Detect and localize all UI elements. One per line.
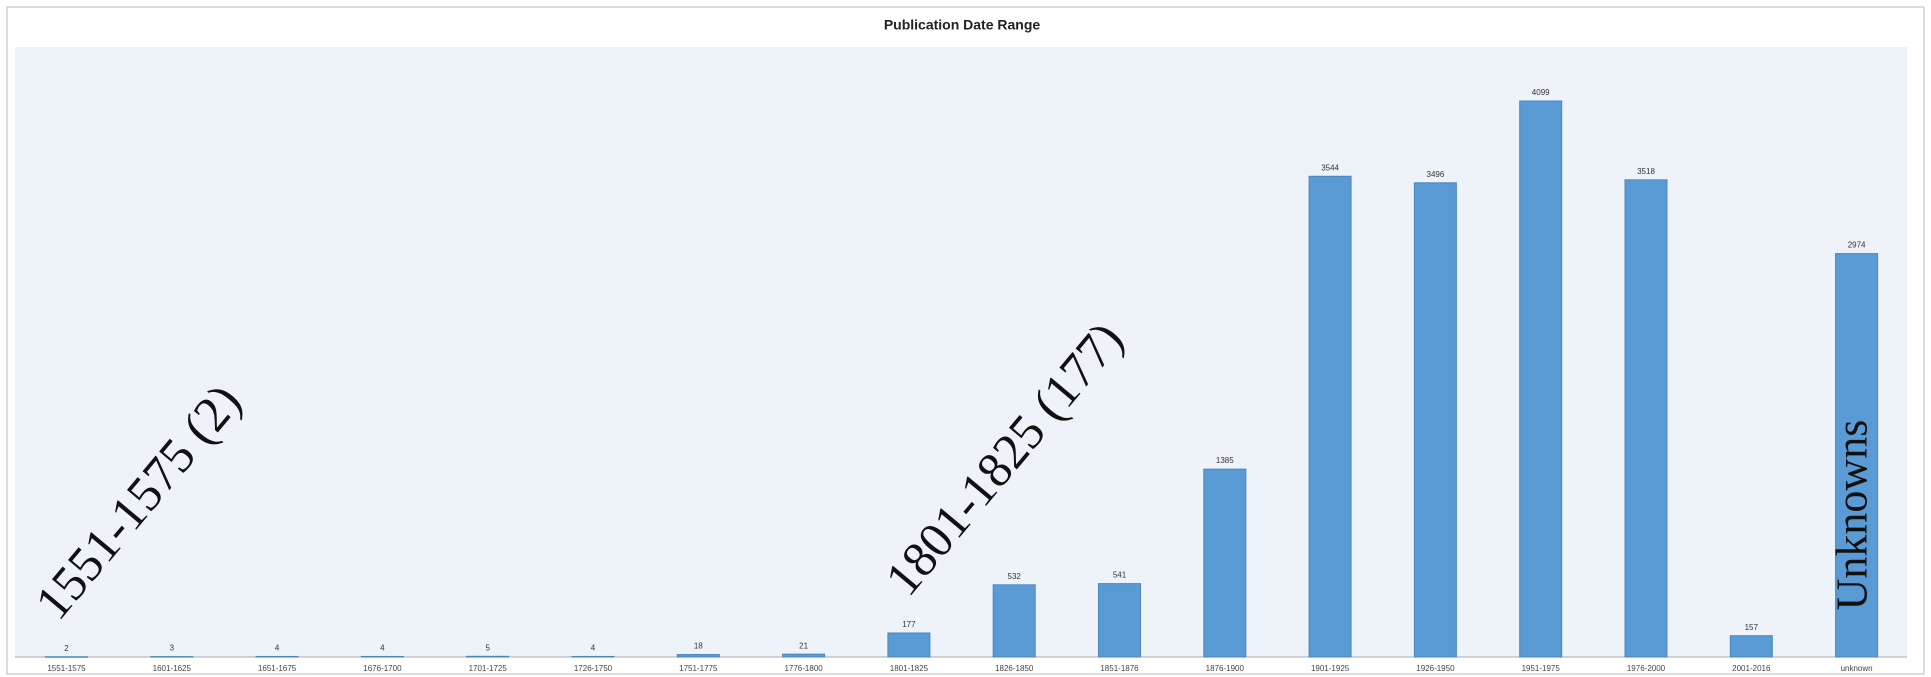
x-tick-label: 1726-1750 (574, 664, 613, 673)
x-tick-label: 1551-1575 (47, 664, 86, 673)
data-label: 3544 (1321, 163, 1339, 172)
x-tick-label: 1826-1850 (995, 664, 1034, 673)
data-label: 3496 (1427, 170, 1445, 179)
x-tick-label: 1676-1700 (363, 664, 402, 673)
bar (1835, 253, 1879, 658)
x-tick-label: 1776-1800 (784, 664, 823, 673)
annotation: Unknowns (1828, 420, 1877, 611)
x-tick-label: unknown (1841, 664, 1873, 673)
bar (360, 655, 404, 658)
data-label: 21 (799, 641, 808, 650)
bar (255, 655, 299, 658)
x-tick-label: 1651-1675 (258, 664, 297, 673)
bar (887, 632, 931, 658)
bar (676, 654, 720, 658)
x-tick-label: 1901-1925 (1311, 664, 1350, 673)
bar (150, 656, 194, 658)
bar (1098, 583, 1141, 658)
bar (571, 655, 615, 658)
x-tick-label: 1876-1900 (1206, 664, 1245, 673)
plot-area (15, 47, 1907, 657)
bar (1519, 100, 1563, 658)
data-label: 3518 (1637, 167, 1655, 176)
bar (466, 655, 510, 658)
x-tick-label: 1851-1876 (1100, 664, 1139, 673)
data-label: 2974 (1848, 241, 1866, 250)
data-label: 2 (64, 644, 69, 653)
data-label: 4 (275, 644, 280, 653)
x-tick-label: 1801-1825 (890, 664, 929, 673)
bar (1729, 635, 1773, 658)
data-label: 532 (1008, 572, 1022, 581)
bar (1413, 182, 1457, 658)
data-label: 157 (1745, 623, 1759, 632)
x-tick-label: 1926-1950 (1416, 664, 1455, 673)
x-tick-label: 1976-2000 (1627, 664, 1666, 673)
data-label: 4 (380, 644, 385, 653)
x-tick-label: 1601-1625 (153, 664, 192, 673)
data-label: 4099 (1532, 88, 1550, 97)
bar (45, 656, 88, 658)
data-label: 541 (1113, 571, 1127, 580)
x-tick-label: 1701-1725 (469, 664, 508, 673)
data-label: 1385 (1216, 456, 1234, 465)
data-label: 177 (902, 620, 916, 629)
data-label: 18 (694, 642, 703, 651)
data-label: 4 (591, 644, 596, 653)
bar (992, 584, 1036, 658)
bar (782, 653, 826, 658)
chart-title: Publication Date Range (884, 17, 1041, 33)
data-label: 3 (170, 644, 175, 653)
bar (1624, 179, 1668, 658)
bar (1203, 468, 1247, 658)
x-tick-label: 1751-1775 (679, 664, 718, 673)
data-label: 5 (485, 643, 490, 652)
bar (1308, 175, 1352, 658)
x-tick-label: 1951-1975 (1522, 664, 1561, 673)
x-tick-label: 2001-2016 (1732, 664, 1771, 673)
